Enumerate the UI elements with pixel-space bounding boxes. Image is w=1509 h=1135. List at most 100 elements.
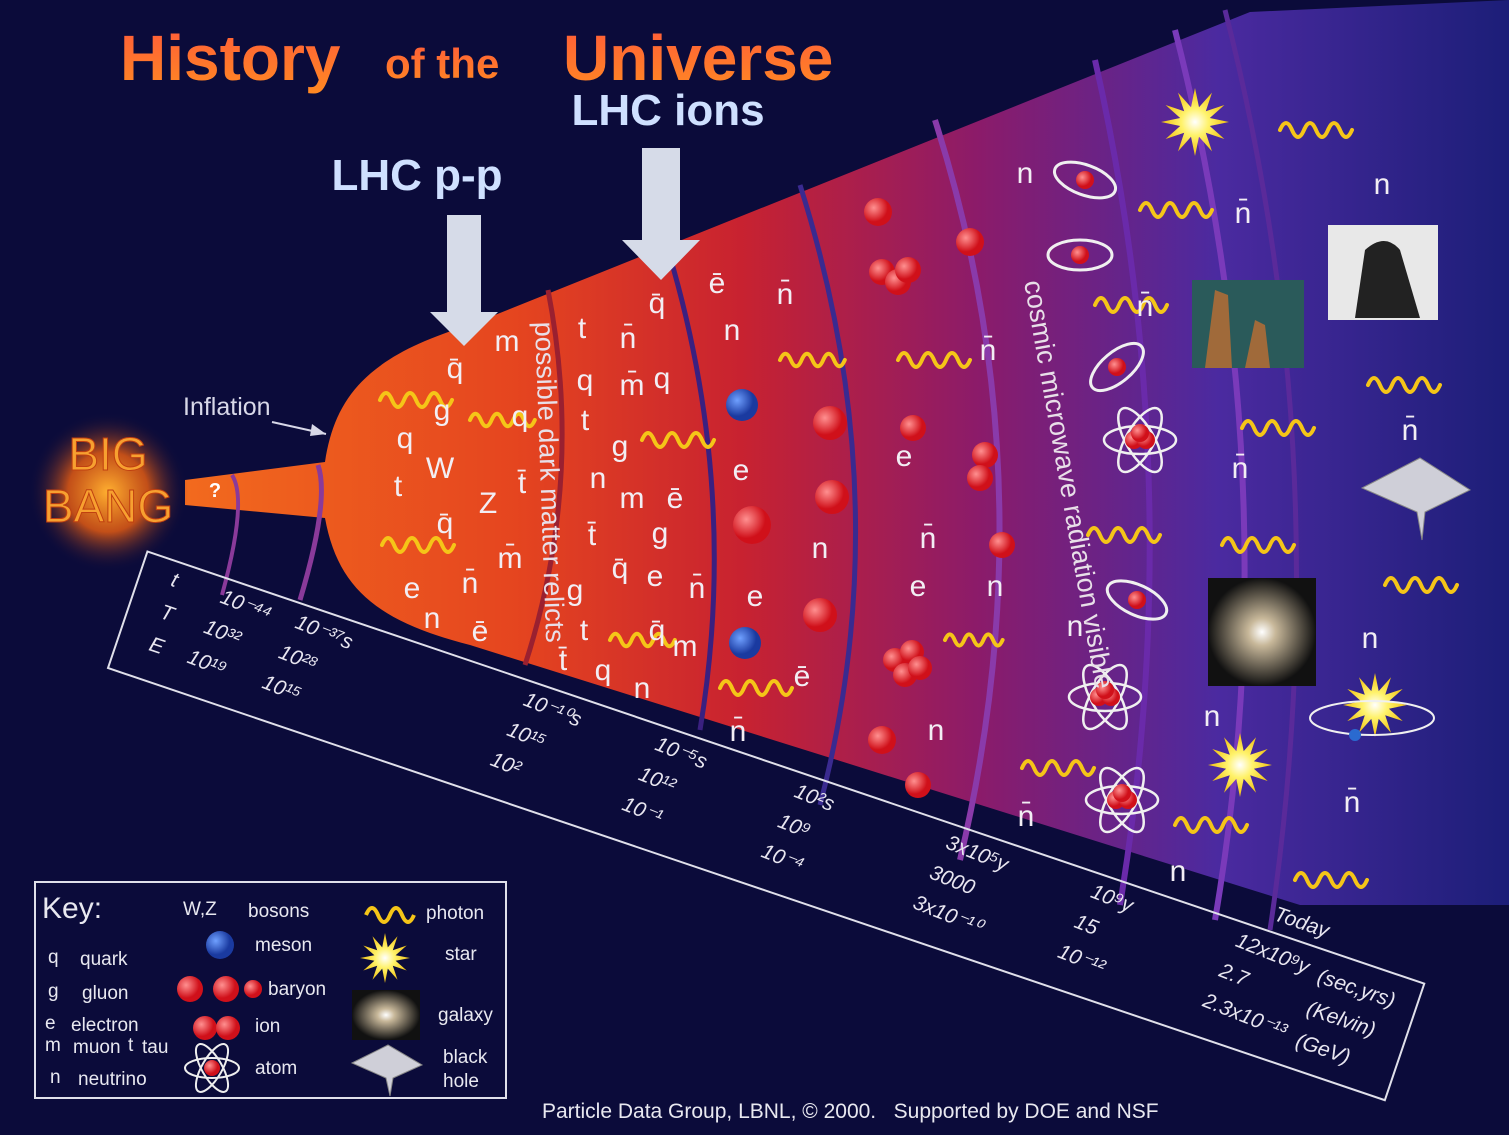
atom-orbit xyxy=(1117,406,1163,474)
sphere xyxy=(972,442,998,468)
particle-label: e xyxy=(910,570,927,603)
key-name: gluon xyxy=(82,983,129,1004)
photon xyxy=(896,351,972,369)
star xyxy=(1208,733,1272,797)
atom-orbit xyxy=(1052,160,1118,200)
particle-label: e xyxy=(647,560,664,593)
particle-label: m̄ xyxy=(620,369,645,402)
particle-label: q̄ xyxy=(612,552,629,585)
sphere xyxy=(1108,358,1126,376)
particle-label: g xyxy=(612,430,629,463)
particle-label: q̄ xyxy=(649,614,666,647)
particle-label: q xyxy=(595,654,612,687)
key-name: photon xyxy=(426,903,484,924)
photon xyxy=(640,431,716,449)
particle-label: t xyxy=(580,614,589,647)
photon xyxy=(468,411,537,429)
particle-label: q̄ xyxy=(649,287,666,320)
photon xyxy=(778,351,847,369)
particle-label: Z xyxy=(479,487,497,520)
particle-label: n̄ xyxy=(462,567,479,600)
key-name: muon xyxy=(73,1037,121,1058)
sphere xyxy=(895,257,921,283)
key-symbol: m xyxy=(45,1035,61,1056)
epoch-arc xyxy=(297,464,324,601)
key-name: black xyxy=(443,1047,488,1068)
black-hole-image xyxy=(1360,457,1472,541)
atom-icon-core xyxy=(204,1060,220,1076)
atom-orbit xyxy=(1117,406,1163,474)
particle-label: ē xyxy=(709,267,726,300)
sphere xyxy=(868,726,896,754)
lhc-pp-label: LHC p-p xyxy=(331,151,502,200)
particle-label: n̄ xyxy=(980,334,997,367)
particle-label: n xyxy=(634,672,651,705)
big-bang-text: BANG xyxy=(43,480,173,532)
particle-label: t̄ xyxy=(558,644,568,677)
sphere xyxy=(900,415,926,441)
key-name: meson xyxy=(255,935,312,956)
particle-label: n xyxy=(1017,157,1034,190)
particle-label: n xyxy=(928,714,945,747)
sphere xyxy=(813,406,847,440)
particle-label: t xyxy=(581,404,590,437)
key-symbol: t xyxy=(128,1035,134,1056)
inflation-arrow-head xyxy=(310,424,326,436)
photon xyxy=(1293,871,1369,889)
sphere xyxy=(1071,246,1089,264)
sphere xyxy=(905,772,931,798)
particle-label: n̄ xyxy=(777,278,794,311)
particle-label: n̄ xyxy=(1235,197,1252,230)
particle-label: e xyxy=(733,454,750,487)
sphere xyxy=(864,198,892,226)
photon xyxy=(1138,201,1214,219)
key-name: tau xyxy=(142,1037,168,1058)
key-name: neutrino xyxy=(78,1069,147,1090)
epoch-arc xyxy=(797,184,859,806)
ion-icon xyxy=(193,1016,217,1040)
atom-icon xyxy=(194,1043,230,1093)
lhc-ions-label: LHC ions xyxy=(571,86,764,135)
key-symbol: W,Z xyxy=(183,899,217,920)
epoch-arc xyxy=(932,119,1003,861)
photon xyxy=(943,632,1005,648)
particle-label: q̄ xyxy=(437,507,454,540)
particle-label: n xyxy=(424,602,441,635)
particle-label: W xyxy=(426,452,455,485)
meson-icon xyxy=(206,931,234,959)
particle-label: n xyxy=(1374,168,1391,201)
galaxy-icon xyxy=(352,990,420,1040)
sphere xyxy=(803,598,837,632)
particle-label: g xyxy=(567,574,584,607)
atom-orbit xyxy=(1082,663,1128,731)
particle-label: m xyxy=(495,325,520,358)
star xyxy=(1343,673,1407,737)
photon xyxy=(608,631,677,649)
particle-label: n xyxy=(1170,855,1187,888)
particle-label: q xyxy=(577,364,594,397)
particle-label: e xyxy=(404,572,421,605)
atom-orbit xyxy=(1082,663,1128,731)
sphere xyxy=(729,627,761,659)
title-main: History xyxy=(120,22,341,94)
particle-label: e xyxy=(896,440,913,473)
thinker-figure xyxy=(1355,241,1420,318)
lhc-ions-arrow xyxy=(622,148,700,280)
sphere xyxy=(733,506,771,544)
key-name: ion xyxy=(255,1016,280,1037)
particle-label: n̄ xyxy=(1344,786,1361,819)
photon xyxy=(1220,536,1296,554)
star xyxy=(1161,88,1229,156)
title-small: of the xyxy=(385,40,499,87)
photon xyxy=(1278,121,1354,139)
particle-label: n̄ xyxy=(1018,800,1035,833)
baryon-icon xyxy=(244,980,262,998)
photon xyxy=(378,391,454,409)
particle-label: t̄ xyxy=(517,467,527,500)
atom-icon xyxy=(184,1057,240,1079)
key-name: atom xyxy=(255,1058,297,1079)
particle-label: n̄ xyxy=(1232,452,1249,485)
star-orbit xyxy=(1309,700,1435,736)
